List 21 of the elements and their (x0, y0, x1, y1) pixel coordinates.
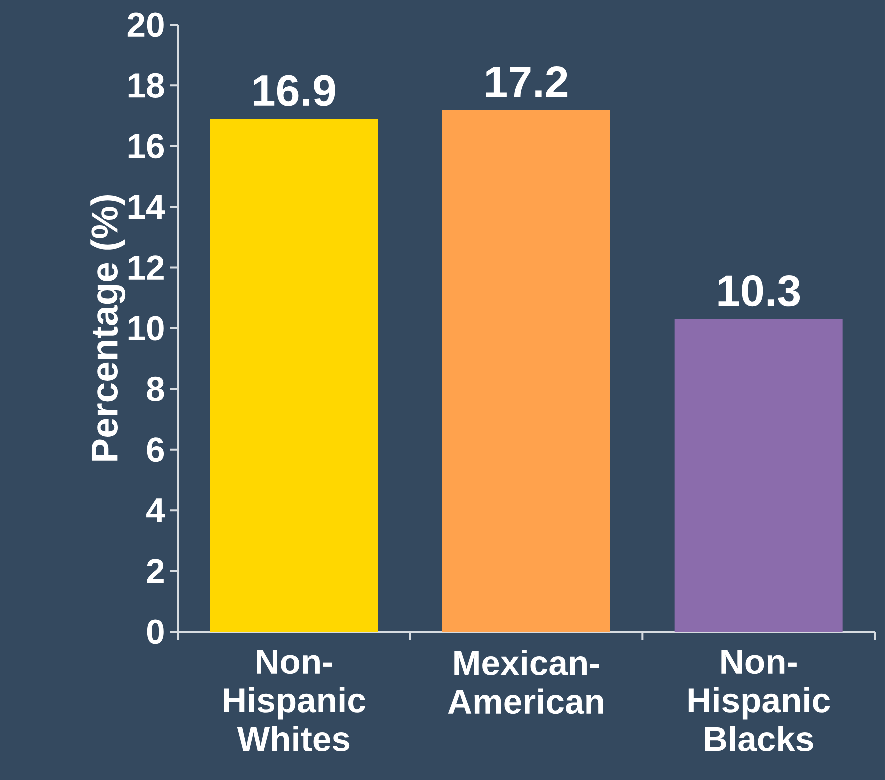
y-tick-label: 20 (128, 12, 164, 38)
x-tick-label: Non-Hispanic Blacks (688, 650, 830, 752)
data-label: 16.9 (254, 75, 336, 106)
y-tick-label: 12 (128, 256, 164, 280)
y-tick-label: 6 (147, 438, 164, 462)
bar (674, 319, 843, 632)
y-tick-label: 8 (147, 376, 164, 402)
data-label: 10.3 (718, 275, 800, 307)
x-tick-label: Non-Hispanic Whites (224, 650, 366, 752)
y-tick-label: 0 (147, 620, 164, 644)
data-label: 17.2 (486, 66, 568, 98)
y-tick-label: 14 (128, 195, 166, 220)
x-tick-label: Mexican-American (448, 650, 604, 714)
y-tick-label: 16 (128, 134, 164, 159)
y-axis-title: Percentage (%) (90, 196, 126, 461)
bar (210, 119, 378, 632)
y-tick-label: 10 (128, 316, 164, 341)
y-tick-label: 4 (146, 498, 166, 523)
bar (442, 110, 611, 632)
y-tick-label: 18 (128, 73, 164, 98)
y-tick-label: 2 (147, 559, 164, 584)
